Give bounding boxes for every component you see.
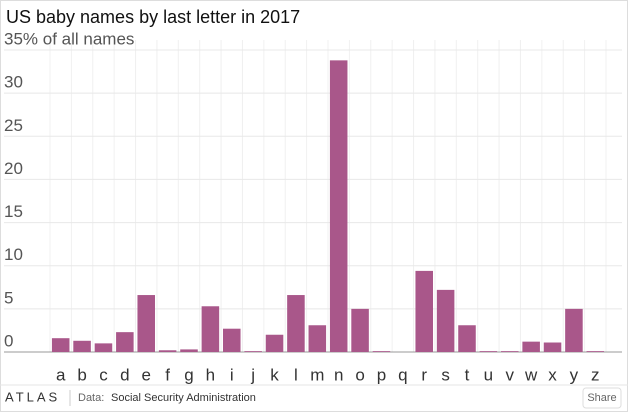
bar [522,341,540,352]
bar [137,295,155,352]
x-tick-label: r [421,365,427,384]
x-tick-label: x [548,365,557,384]
x-tick-label: e [141,365,150,384]
bar [329,60,348,353]
bar [94,343,113,352]
x-tick-label: m [310,365,324,384]
bar [180,349,198,352]
source-label: Data: [78,392,104,404]
x-tick-label: l [294,365,298,384]
x-tick-label: y [570,365,579,384]
x-tick-label: t [465,365,470,384]
source: Social Security Administration [111,392,256,404]
x-tick-label: d [120,365,129,384]
y-tick-label: 20 [4,159,23,178]
bar [116,332,134,352]
bar [51,338,70,352]
x-tick-label: p [377,365,386,384]
x-tick-label: u [484,365,493,384]
x-tick-label: w [524,365,538,384]
y-tick-label: 30 [4,73,23,92]
y-tick-label: 15 [4,202,23,221]
x-tick-label: i [230,365,234,384]
x-tick-label: q [398,365,407,384]
y-tick-label: 10 [4,245,23,264]
logo: ATLAS [5,389,60,404]
bar [501,351,519,352]
share-button[interactable] [582,387,622,409]
bar [586,351,605,352]
y-tick-label: 25 [4,116,23,135]
x-tick-label: b [77,365,86,384]
bar [543,342,562,352]
bar [158,350,177,352]
x-tick-label: k [270,365,279,384]
x-tick-label: f [165,365,170,384]
x-tick-label: o [355,365,364,384]
share-label[interactable]: Share [587,392,616,404]
x-tick-label: a [56,365,66,384]
bar [223,328,241,352]
x-tick-label: c [99,365,108,384]
bar [244,351,262,352]
x-tick-label: j [250,365,255,384]
y-tick-label: 0 [4,331,13,350]
bar [308,325,327,352]
y-tick-label: 35% of all names [4,29,134,48]
x-tick-label: h [206,365,215,384]
x-tick-label: g [184,365,193,384]
x-tick-label: s [441,365,450,384]
bar [565,308,583,352]
bar [201,306,220,352]
bar [479,351,498,352]
chart-title: US baby names by last letter in 2017 [6,7,300,27]
bar [415,270,433,352]
bar [436,289,455,352]
bar [351,308,369,352]
x-tick-label: z [591,365,600,384]
bar [458,325,476,352]
bar [287,295,305,352]
bar [372,351,391,352]
y-tick-label: 5 [4,288,13,307]
bar [265,334,284,352]
bar [73,340,91,352]
x-tick-label: v [506,365,515,384]
x-tick-label: n [334,365,343,384]
